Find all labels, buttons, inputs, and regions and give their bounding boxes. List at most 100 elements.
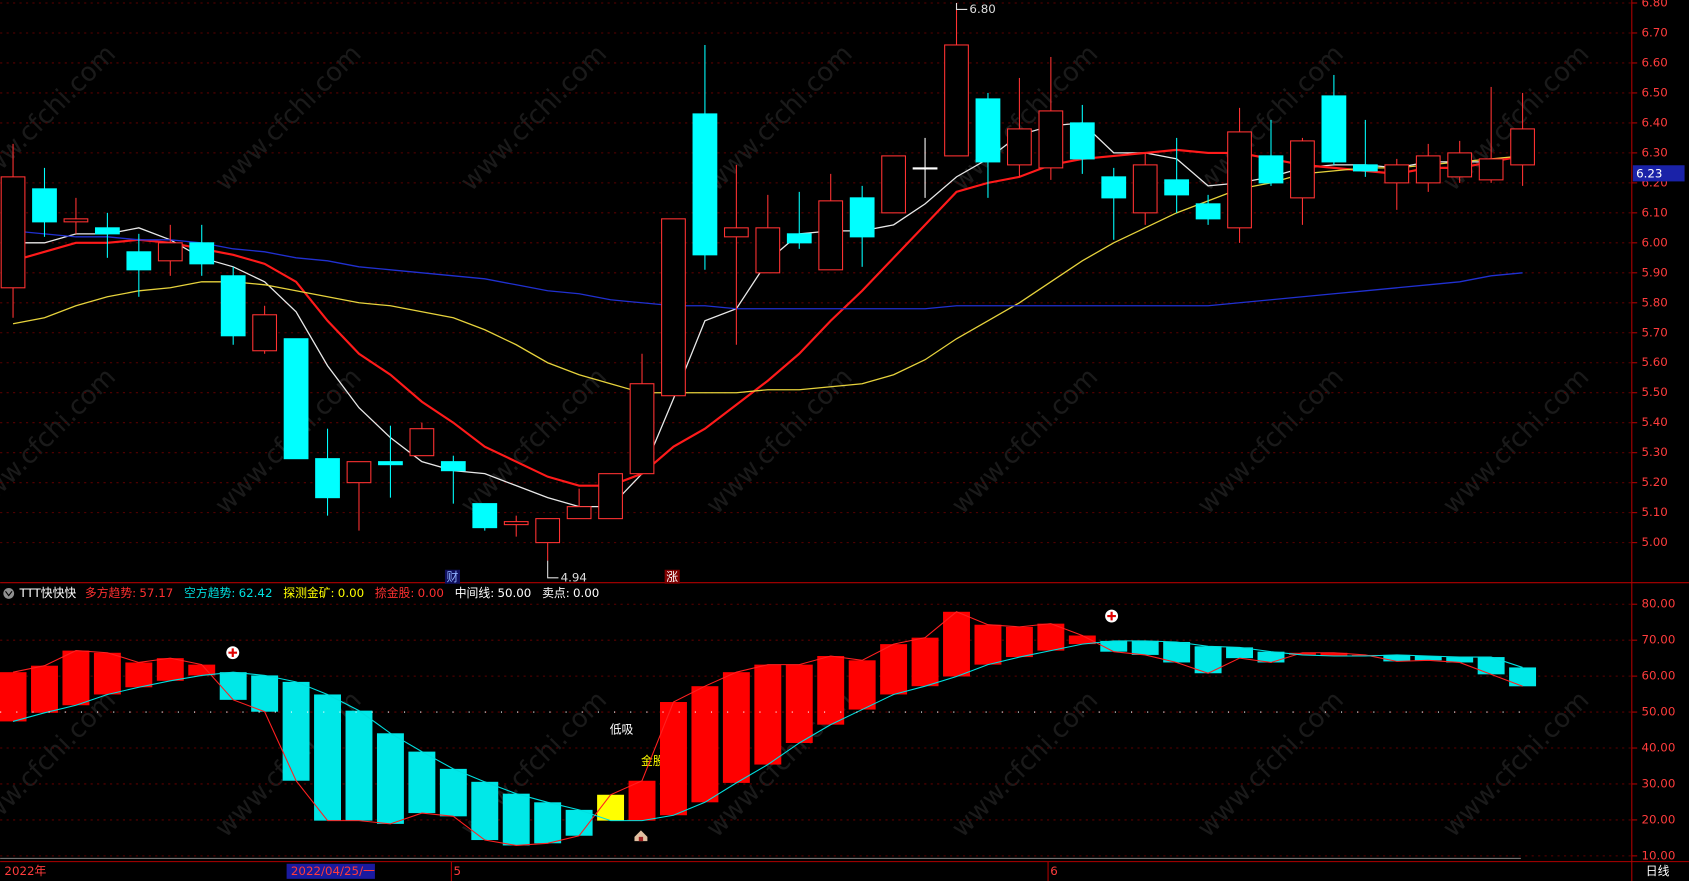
candle-body: [598, 473, 623, 520]
trend-bar: [911, 637, 939, 687]
trend-bar: [1288, 652, 1316, 655]
trend-bar: [1320, 652, 1348, 656]
trend-bar: [565, 809, 593, 836]
y-tick-label: 5.40: [1641, 415, 1667, 429]
date-highlight: [286, 863, 375, 879]
y-tick-label: 6.00: [1641, 235, 1667, 249]
y-tick-label: 10.00: [1641, 848, 1675, 862]
trend-bar: [125, 662, 153, 688]
candle-body: [1415, 155, 1441, 184]
candle-body: [283, 338, 309, 460]
candle-body: [1227, 131, 1252, 229]
y-tick-label: 5.10: [1641, 505, 1667, 519]
trend-bar: [471, 781, 499, 841]
trend-bar: [502, 793, 530, 846]
annotation-arrow: [955, 2, 968, 10]
trend-bar: [628, 780, 656, 821]
trend-bar: [408, 751, 436, 814]
y-tick-label: 5.30: [1641, 445, 1667, 459]
trend-bar: [1068, 635, 1096, 645]
marker-bg: [444, 569, 461, 584]
trend-bar: [974, 624, 1002, 665]
candle-body: [975, 98, 1001, 163]
trend-bar: [597, 794, 625, 821]
indicator-name: 捺金股:: [375, 586, 414, 600]
indicator-name: 探测金矿:: [283, 586, 334, 600]
x-axis-label: 6: [1050, 864, 1058, 878]
indicator-menu-icon[interactable]: [3, 588, 15, 599]
candle-body: [849, 197, 875, 238]
candle-body: [723, 227, 749, 238]
trend-bar: [1446, 657, 1474, 663]
x-axis-label: 5: [454, 864, 462, 878]
marker-zhang: 涨: [666, 570, 678, 584]
candle-body: [1195, 203, 1221, 220]
trend-bar: [534, 802, 562, 844]
candle-body: [409, 428, 435, 457]
plus-icon: [226, 646, 240, 660]
y-tick-label: 6.40: [1641, 115, 1667, 129]
candle-body: [315, 458, 340, 499]
signal-label: 金股: [641, 754, 665, 768]
trend-bar: [691, 686, 719, 803]
candle-body: [252, 314, 278, 352]
candle-body: [32, 188, 57, 223]
y-tick-label: 5.90: [1641, 265, 1667, 279]
trend-bar: [1383, 654, 1411, 662]
indicator-value: 57.17: [139, 586, 173, 600]
candle-body: [220, 275, 246, 337]
trend-bar: [1100, 640, 1128, 652]
indicator-title: TTT快快快: [19, 586, 77, 600]
candle-body: [755, 227, 781, 274]
indicator-value: 50.00: [497, 586, 531, 600]
y-tick-label: 6.80: [1641, 0, 1667, 9]
candle-body: [566, 506, 592, 520]
candle-body: [346, 461, 372, 484]
trend-bar: [282, 681, 310, 781]
annotation-arrow: [547, 560, 559, 579]
candle-body: [1478, 158, 1504, 181]
annotation-label: 6.80: [969, 2, 995, 16]
trend-line: [12, 640, 1523, 822]
candle-body: [1007, 128, 1032, 166]
indicator-value: 62.42: [239, 586, 273, 600]
trend-bar: [1037, 623, 1065, 651]
candle-body: [472, 503, 498, 529]
y-tick-label: 30.00: [1641, 776, 1675, 790]
candle-body: [692, 113, 718, 256]
candle-body: [629, 383, 655, 475]
y-tick-label: 5.80: [1641, 295, 1667, 309]
candle-body: [1258, 155, 1284, 184]
trend-bar: [62, 650, 90, 706]
trend-bar: [754, 664, 782, 765]
candle-body: [535, 518, 561, 544]
y-tick-label: 5.50: [1641, 385, 1667, 399]
trend-bar: [943, 611, 970, 677]
indicator-value: 0.00: [573, 586, 599, 600]
trend-line: [12, 611, 1523, 846]
candle-body: [157, 242, 183, 262]
plus-icon: [1105, 609, 1119, 623]
indicator-name: 中间线:: [455, 586, 494, 600]
y-tick-label: 6.60: [1641, 55, 1667, 69]
y-tick-label: 6.70: [1641, 25, 1667, 39]
marker-bg: [664, 569, 680, 584]
indicator-value: 0.00: [338, 586, 364, 600]
trend-bar: [1257, 651, 1285, 663]
candle-body: [0, 176, 26, 289]
trend-bar: [722, 672, 750, 783]
trend-bar: [1226, 647, 1254, 659]
candle-body: [1384, 164, 1410, 184]
trend-bar: [785, 664, 813, 743]
trend-bar: [817, 655, 845, 725]
candle-body: [912, 167, 938, 170]
trend-bar: [1477, 657, 1505, 675]
trend-bar: [314, 694, 341, 821]
trend-bar: [439, 768, 467, 817]
indicator-name: 多方趋势:: [85, 586, 136, 600]
candle-body: [786, 233, 812, 244]
candle-body: [1352, 164, 1378, 172]
y-tick-label: 5.20: [1641, 475, 1667, 489]
y-tick-label: 5.70: [1641, 325, 1667, 339]
